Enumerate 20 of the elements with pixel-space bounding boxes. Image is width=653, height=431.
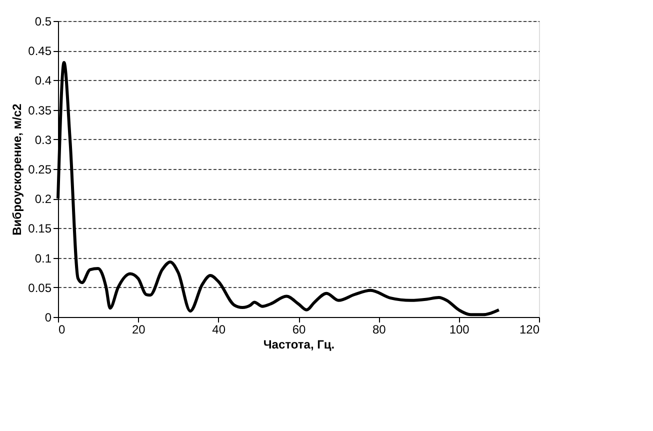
y-tick-label: 0.4 (34, 74, 52, 88)
x-tick-label: 20 (132, 322, 146, 336)
x-axis-title: Частота, Гц. (263, 338, 335, 352)
y-tick-label: 0.05 (28, 280, 52, 295)
x-tick-label: 120 (519, 322, 540, 336)
y-axis-title: Виброускорение, м/с2 (10, 103, 24, 236)
y-tick-label: 0.45 (28, 44, 52, 58)
x-tick-label: 100 (449, 322, 470, 336)
y-tick-label: 0.35 (28, 103, 52, 118)
y-tick-label: 0.5 (34, 14, 52, 28)
y-tick-label: 0.1 (34, 251, 52, 266)
y-tick-label: 0.2 (34, 192, 52, 206)
y-tick-label: 0 (44, 310, 52, 324)
y-tick-label: 0.15 (28, 222, 52, 236)
x-tick-label: 60 (292, 322, 306, 336)
x-tick-label: 80 (372, 322, 386, 336)
x-tick-label: 0 (58, 322, 66, 336)
y-tick-label: 0.25 (28, 162, 52, 176)
y-tick-label: 0.3 (34, 132, 52, 147)
x-tick-label: 40 (212, 322, 226, 336)
